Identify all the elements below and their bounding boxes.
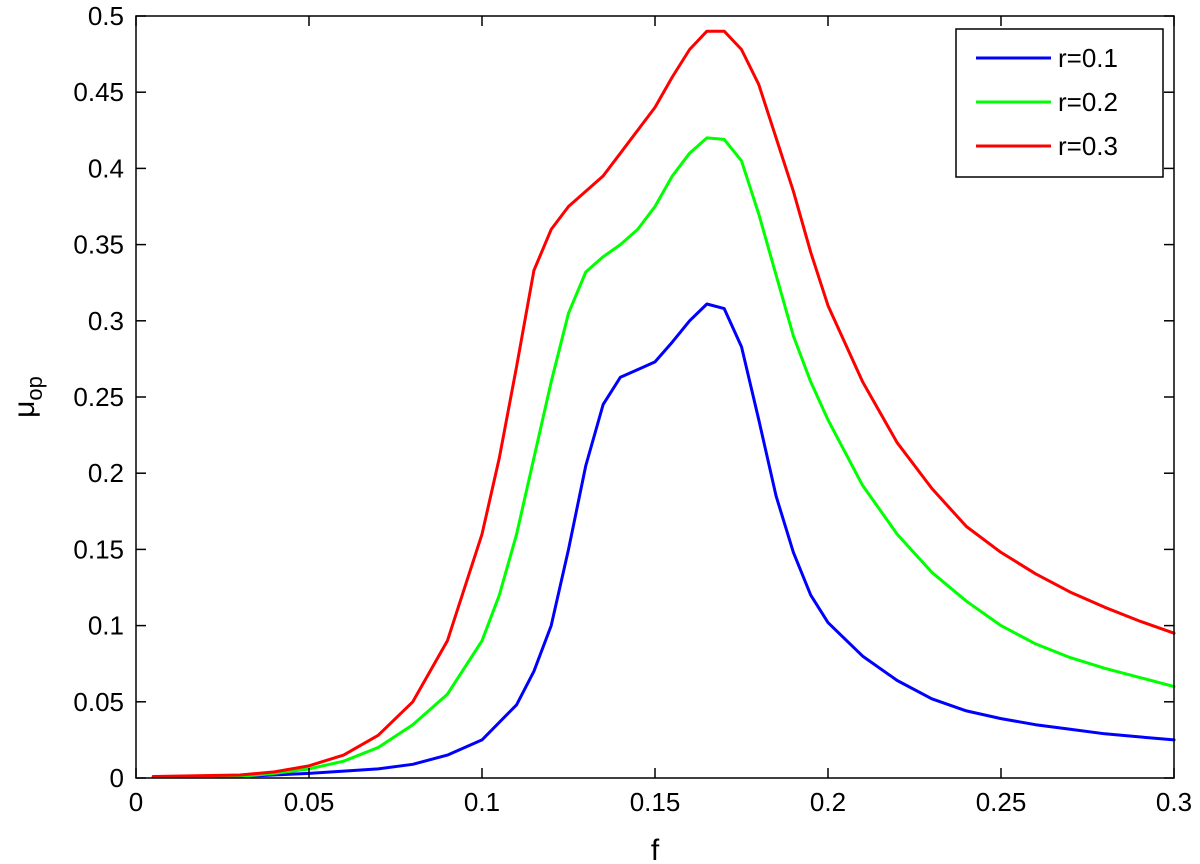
y-tick-label: 0: [110, 763, 124, 793]
y-axis-label: μop: [8, 376, 47, 418]
x-tick-label: 0.3: [1156, 787, 1192, 817]
y-tick-label: 0.45: [73, 77, 124, 107]
y-tick-label: 0.3: [88, 306, 124, 336]
y-tick-label: 0.35: [73, 230, 124, 260]
svg-text:μop: μop: [8, 376, 47, 418]
y-axis-label-main: μ: [8, 401, 41, 418]
legend-entries: r=0.1 r=0.2 r=0.3: [976, 43, 1118, 161]
x-tick-label: 0.2: [810, 787, 846, 817]
series-line-r-0-2: [151, 136, 1176, 778]
ticks-layer: 0 0.05 0.1 0.15 0.2 0.25 0.3 0 0.05 0.1 0.15 0.2 0.2…: [73, 1, 1192, 817]
legend-label: r=0.1: [1058, 43, 1118, 73]
y-tick-label: 0.05: [73, 687, 124, 717]
y-tick-label: 0.15: [73, 534, 124, 564]
x-axis-label: f: [651, 834, 660, 864]
x-tick-label: 0.1: [464, 787, 500, 817]
x-tick-label: 0: [129, 787, 143, 817]
y-tick-label: 0.25: [73, 382, 124, 412]
y-tick-label: 0.2: [88, 458, 124, 488]
x-tick-label: 0.05: [284, 787, 335, 817]
y-tick-label: 0.5: [88, 1, 124, 31]
legend: r=0.1 r=0.2 r=0.3: [955, 28, 1164, 178]
y-tick-label: 0.1: [88, 611, 124, 641]
legend-label: r=0.3: [1058, 131, 1118, 161]
y-tick-label: 0.4: [88, 153, 124, 183]
series-line-r-0-3: [151, 29, 1176, 778]
legend-label: r=0.2: [1058, 87, 1118, 117]
x-tick-label: 0.25: [976, 787, 1027, 817]
x-tick-label: 0.15: [630, 787, 681, 817]
series-line-r-0-1: [151, 302, 1176, 778]
series-layer: [151, 29, 1176, 778]
y-axis-label-sub: op: [22, 376, 47, 400]
